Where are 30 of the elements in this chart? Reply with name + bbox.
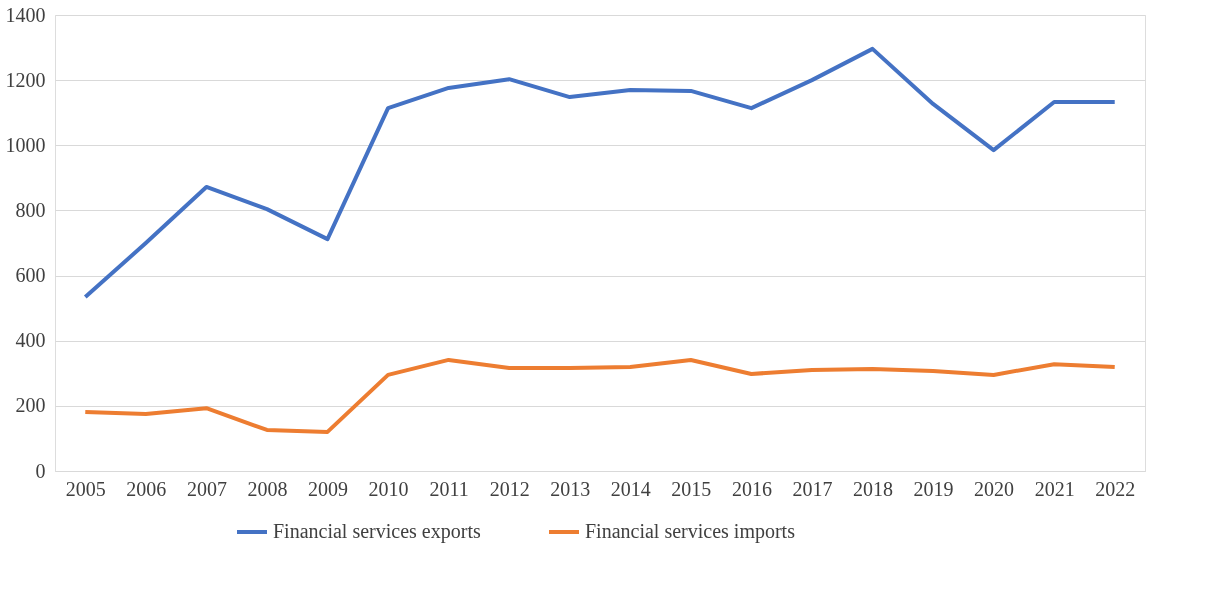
x-tick-label: 2015 (671, 477, 712, 500)
y-tick-label: 1000 (5, 133, 46, 156)
x-tick-label: 2019 (913, 477, 954, 500)
x-tick-label: 2021 (1034, 477, 1075, 500)
x-tick-label: 2018 (853, 477, 893, 500)
x-tick-label: 2008 (247, 477, 288, 500)
line-series (83, 357, 1117, 434)
y-tick-label: 400 (15, 329, 46, 352)
x-tick-label: 2012 (489, 477, 530, 500)
y-tick-label: 0 (35, 459, 46, 482)
x-tick-label: 2022 (1095, 477, 1136, 500)
legend-label: Financial services exports (273, 520, 481, 543)
x-tick-label: 2017 (792, 477, 833, 500)
y-tick-label: 1400 (5, 3, 46, 26)
x-tick-label: 2016 (731, 477, 772, 500)
x-tick-label: 2010 (368, 477, 409, 500)
legend-label: Financial services imports (585, 520, 796, 543)
y-tick-label: 1200 (5, 68, 46, 91)
x-tick-label: 2020 (974, 477, 1015, 500)
y-tick-label: 800 (15, 198, 46, 221)
line-series (83, 46, 1117, 300)
x-tick-label: 2006 (126, 477, 167, 500)
x-tick-label: 2007 (186, 477, 227, 500)
y-tick-label: 200 (15, 394, 46, 417)
x-tick-label: 2014 (610, 477, 651, 500)
y-tick-label: 600 (15, 264, 46, 287)
x-tick-label: 2009 (308, 477, 348, 500)
x-tick-label: 2013 (550, 477, 591, 500)
x-tick-label: 2011 (429, 477, 469, 500)
x-tick-label: 2005 (65, 477, 106, 500)
